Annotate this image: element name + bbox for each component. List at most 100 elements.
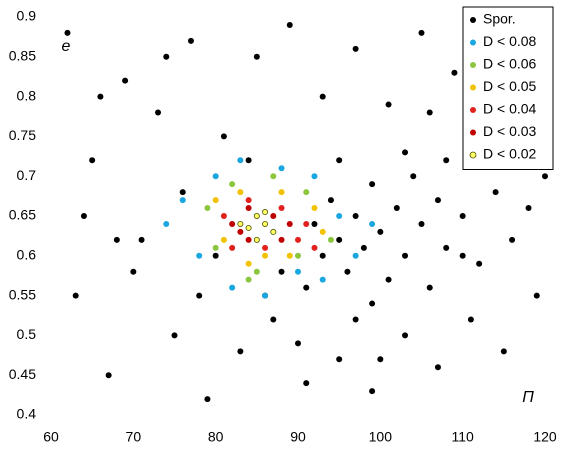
- point: [418, 220, 425, 227]
- point: [229, 244, 236, 251]
- x-tick-label: 100: [369, 429, 393, 445]
- point: [278, 165, 285, 172]
- point: [253, 268, 260, 275]
- legend-label: D < 0.06: [483, 56, 537, 72]
- point: [295, 252, 301, 259]
- y-tick-label: 0.9: [17, 8, 37, 24]
- point: [311, 205, 318, 212]
- point: [303, 284, 310, 291]
- point: [352, 252, 359, 259]
- point: [163, 220, 170, 227]
- point: [262, 209, 269, 216]
- point: [97, 93, 104, 100]
- point: [204, 396, 211, 403]
- point: [336, 356, 343, 363]
- point: [80, 213, 87, 219]
- legend-marker: [469, 151, 477, 159]
- legend-label: D < 0.08: [483, 33, 537, 49]
- point: [327, 236, 334, 243]
- point: [319, 252, 326, 259]
- point: [237, 189, 244, 196]
- x-tick-label: 90: [290, 429, 306, 445]
- point: [212, 252, 219, 259]
- legend-marker: [470, 107, 476, 113]
- point: [295, 236, 301, 243]
- y-tick-label: 0.8: [17, 87, 37, 103]
- point: [286, 21, 293, 28]
- point: [270, 228, 277, 235]
- point: [253, 236, 260, 243]
- point: [212, 173, 219, 180]
- point: [245, 197, 252, 204]
- point: [212, 244, 219, 251]
- point: [336, 236, 343, 243]
- point: [196, 292, 203, 299]
- point: [459, 213, 466, 219]
- x-tick-label: 120: [533, 429, 557, 445]
- point: [377, 356, 384, 363]
- point: [179, 197, 186, 204]
- point: [229, 284, 236, 291]
- point: [245, 276, 252, 283]
- point: [64, 29, 71, 36]
- point: [187, 37, 194, 44]
- point: [303, 189, 310, 196]
- point: [492, 189, 499, 196]
- point: [278, 236, 285, 243]
- point: [262, 252, 269, 259]
- point: [426, 109, 433, 116]
- point: [270, 316, 277, 323]
- point: [393, 205, 400, 212]
- point: [72, 292, 79, 299]
- point: [253, 53, 260, 60]
- point: [270, 213, 277, 219]
- point: [270, 173, 277, 180]
- point: [360, 244, 367, 251]
- point: [286, 252, 293, 259]
- point: [369, 220, 376, 227]
- y-tick-label: 0.55: [9, 286, 36, 302]
- point: [303, 220, 310, 227]
- point: [352, 213, 359, 219]
- point: [443, 157, 450, 164]
- point: [311, 244, 318, 251]
- point: [402, 149, 409, 156]
- point: [525, 205, 532, 212]
- point: [138, 236, 145, 243]
- point: [319, 276, 326, 283]
- point: [237, 157, 244, 164]
- point: [220, 133, 227, 140]
- point: [113, 236, 120, 243]
- legend-marker: [470, 62, 476, 68]
- point: [245, 260, 252, 267]
- point: [179, 189, 186, 196]
- legend-label: D < 0.04: [483, 101, 537, 117]
- point: [237, 348, 244, 355]
- point: [303, 380, 310, 387]
- y-axis-title: e: [62, 38, 71, 55]
- point: [130, 268, 137, 275]
- y-tick-label: 0.45: [9, 366, 36, 382]
- point: [286, 220, 293, 227]
- point: [155, 109, 162, 116]
- point: [344, 268, 351, 275]
- point: [245, 236, 252, 243]
- point: [402, 252, 409, 259]
- legend-label: D < 0.02: [483, 146, 537, 162]
- point: [369, 181, 376, 188]
- y-tick-label: 0.85: [9, 48, 36, 64]
- point: [418, 29, 425, 36]
- legend-label: D < 0.05: [483, 78, 537, 94]
- point: [434, 364, 441, 371]
- point: [509, 236, 516, 243]
- legend-marker: [470, 39, 476, 46]
- legend-box: [462, 6, 554, 170]
- point: [220, 236, 227, 243]
- point: [89, 157, 96, 164]
- point: [369, 300, 376, 307]
- legend-marker: [470, 17, 476, 23]
- point: [262, 220, 269, 227]
- point: [311, 173, 318, 180]
- point: [105, 372, 112, 379]
